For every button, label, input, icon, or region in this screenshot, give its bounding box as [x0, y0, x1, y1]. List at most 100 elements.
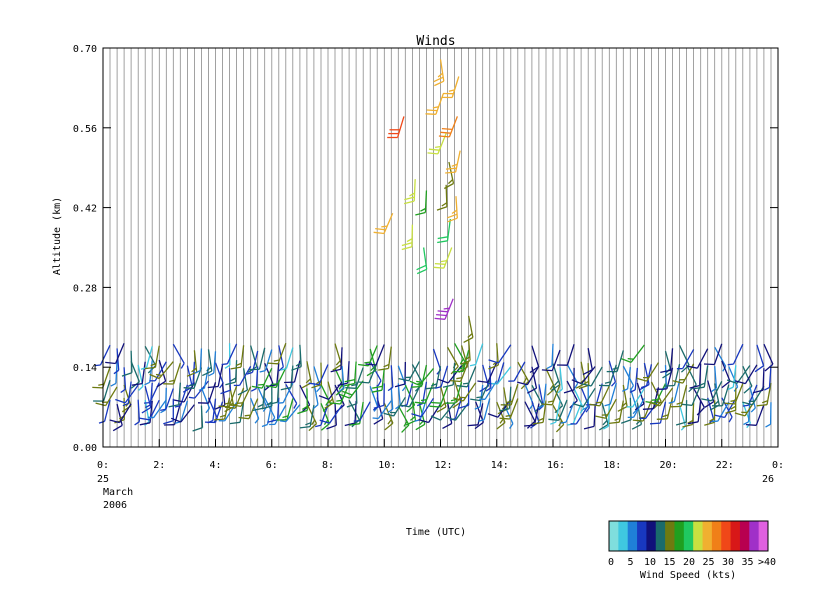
wind-barb: [172, 343, 185, 369]
wind-barb: [383, 402, 394, 431]
wind-barb: [229, 400, 245, 425]
wind-barb: [469, 343, 484, 367]
wind-barb: [251, 367, 273, 389]
wind-barb: [656, 397, 674, 420]
wind-barb: [285, 384, 298, 409]
wind-barb: [583, 404, 596, 430]
start-date-label: 25 March 2006: [97, 474, 133, 511]
wind-barb: [344, 361, 357, 387]
wind-barb: [308, 364, 329, 386]
wind-barb: [144, 345, 160, 370]
wind-barb: [438, 365, 463, 384]
wind-barb: [202, 349, 213, 377]
wind-barb: [595, 398, 617, 419]
wind-barb: [703, 343, 723, 366]
wind-barb: [711, 366, 718, 393]
wind-barb: [670, 384, 688, 408]
wind-barb: [488, 343, 499, 370]
wind-barb: [252, 386, 266, 412]
colorbar-segment: [618, 521, 629, 551]
wind-barb: [112, 403, 123, 432]
x-tick-label: 18:: [603, 460, 621, 471]
wind-barb: [754, 344, 765, 373]
wind-barb: [687, 348, 709, 369]
wind-barb: [545, 368, 556, 396]
wind-barb: [173, 382, 195, 403]
wind-barb: [724, 383, 744, 405]
wind-barb: [291, 344, 302, 371]
colorbar-segment: [730, 521, 741, 551]
wind-barb: [399, 386, 420, 408]
start-month-label: March: [103, 487, 133, 498]
wind-barb: [627, 397, 645, 419]
wind-barb: [582, 384, 589, 411]
x-tick-label: 12:: [435, 460, 453, 471]
wind-barb: [93, 379, 111, 402]
wind-barb: [164, 403, 181, 426]
wind-barb: [238, 398, 259, 420]
wind-barb: [398, 361, 420, 382]
wind-barb: [500, 383, 519, 406]
wind-barb: [756, 382, 772, 407]
wind-barb: [686, 364, 697, 393]
wind-barb: [445, 150, 461, 174]
wind-barb: [682, 402, 695, 428]
wind-barb: [197, 382, 217, 404]
wind-barb: [387, 387, 394, 414]
wind-barb: [606, 350, 624, 373]
wind-barb: [745, 404, 765, 426]
wind-barb: [224, 343, 231, 369]
colorbar-segment: [758, 521, 769, 551]
wind-barb: [387, 116, 405, 139]
wind-barb: [225, 360, 238, 386]
wind-barb: [140, 346, 153, 370]
wind-barb: [230, 345, 245, 370]
wind-barb: [460, 338, 471, 365]
wind-barb: [433, 59, 445, 87]
wind-barb: [508, 361, 526, 382]
wind-barb: [278, 345, 284, 372]
wind-barb: [764, 365, 772, 391]
wind-barb: [582, 348, 593, 376]
wind-barb: [237, 368, 249, 396]
wind-barb: [233, 365, 252, 387]
colorbar-segment: [627, 521, 638, 551]
wind-barb: [269, 404, 287, 426]
colorbar-segment: [646, 521, 657, 551]
wind-barb: [120, 367, 127, 394]
wind-barb: [371, 368, 385, 393]
colorbar-tick-label: 25: [702, 557, 714, 568]
wind-barb: [332, 343, 343, 371]
wind-barb: [433, 247, 453, 269]
colorbar-tick-label: >40: [758, 557, 776, 568]
colorbar-segment: [637, 521, 647, 551]
wind-barb: [765, 402, 772, 428]
colorbar-segment: [674, 521, 685, 551]
wind-barb: [687, 399, 702, 425]
wind-barb: [712, 384, 730, 407]
wind-barb: [752, 368, 765, 394]
wind-barb: [453, 382, 477, 402]
colorbar-tick-label: 5: [627, 557, 633, 568]
wind-barb: [299, 404, 315, 429]
wind-barb: [430, 402, 456, 421]
wind-barb: [573, 387, 596, 408]
wind-barb: [608, 400, 624, 425]
wind-barb: [115, 384, 139, 404]
wind-barb: [629, 367, 639, 393]
y-axis-label: Altitude (km): [52, 197, 63, 275]
wind-barb: [557, 367, 563, 394]
wind-barb: [280, 404, 301, 423]
wind-barb: [387, 365, 394, 392]
wind-barb: [570, 405, 589, 425]
wind-barb: [144, 360, 153, 386]
wind-barb: [94, 344, 111, 367]
wind-barb: [668, 380, 681, 404]
colorbar-tick-label: 30: [722, 557, 734, 568]
wind-barb: [411, 397, 435, 418]
wind-barb: [220, 368, 232, 395]
start-day-label: 25: [97, 474, 109, 485]
colorbar-segment: [749, 521, 760, 551]
wind-barb: [394, 361, 406, 388]
wind-barb: [524, 403, 540, 427]
